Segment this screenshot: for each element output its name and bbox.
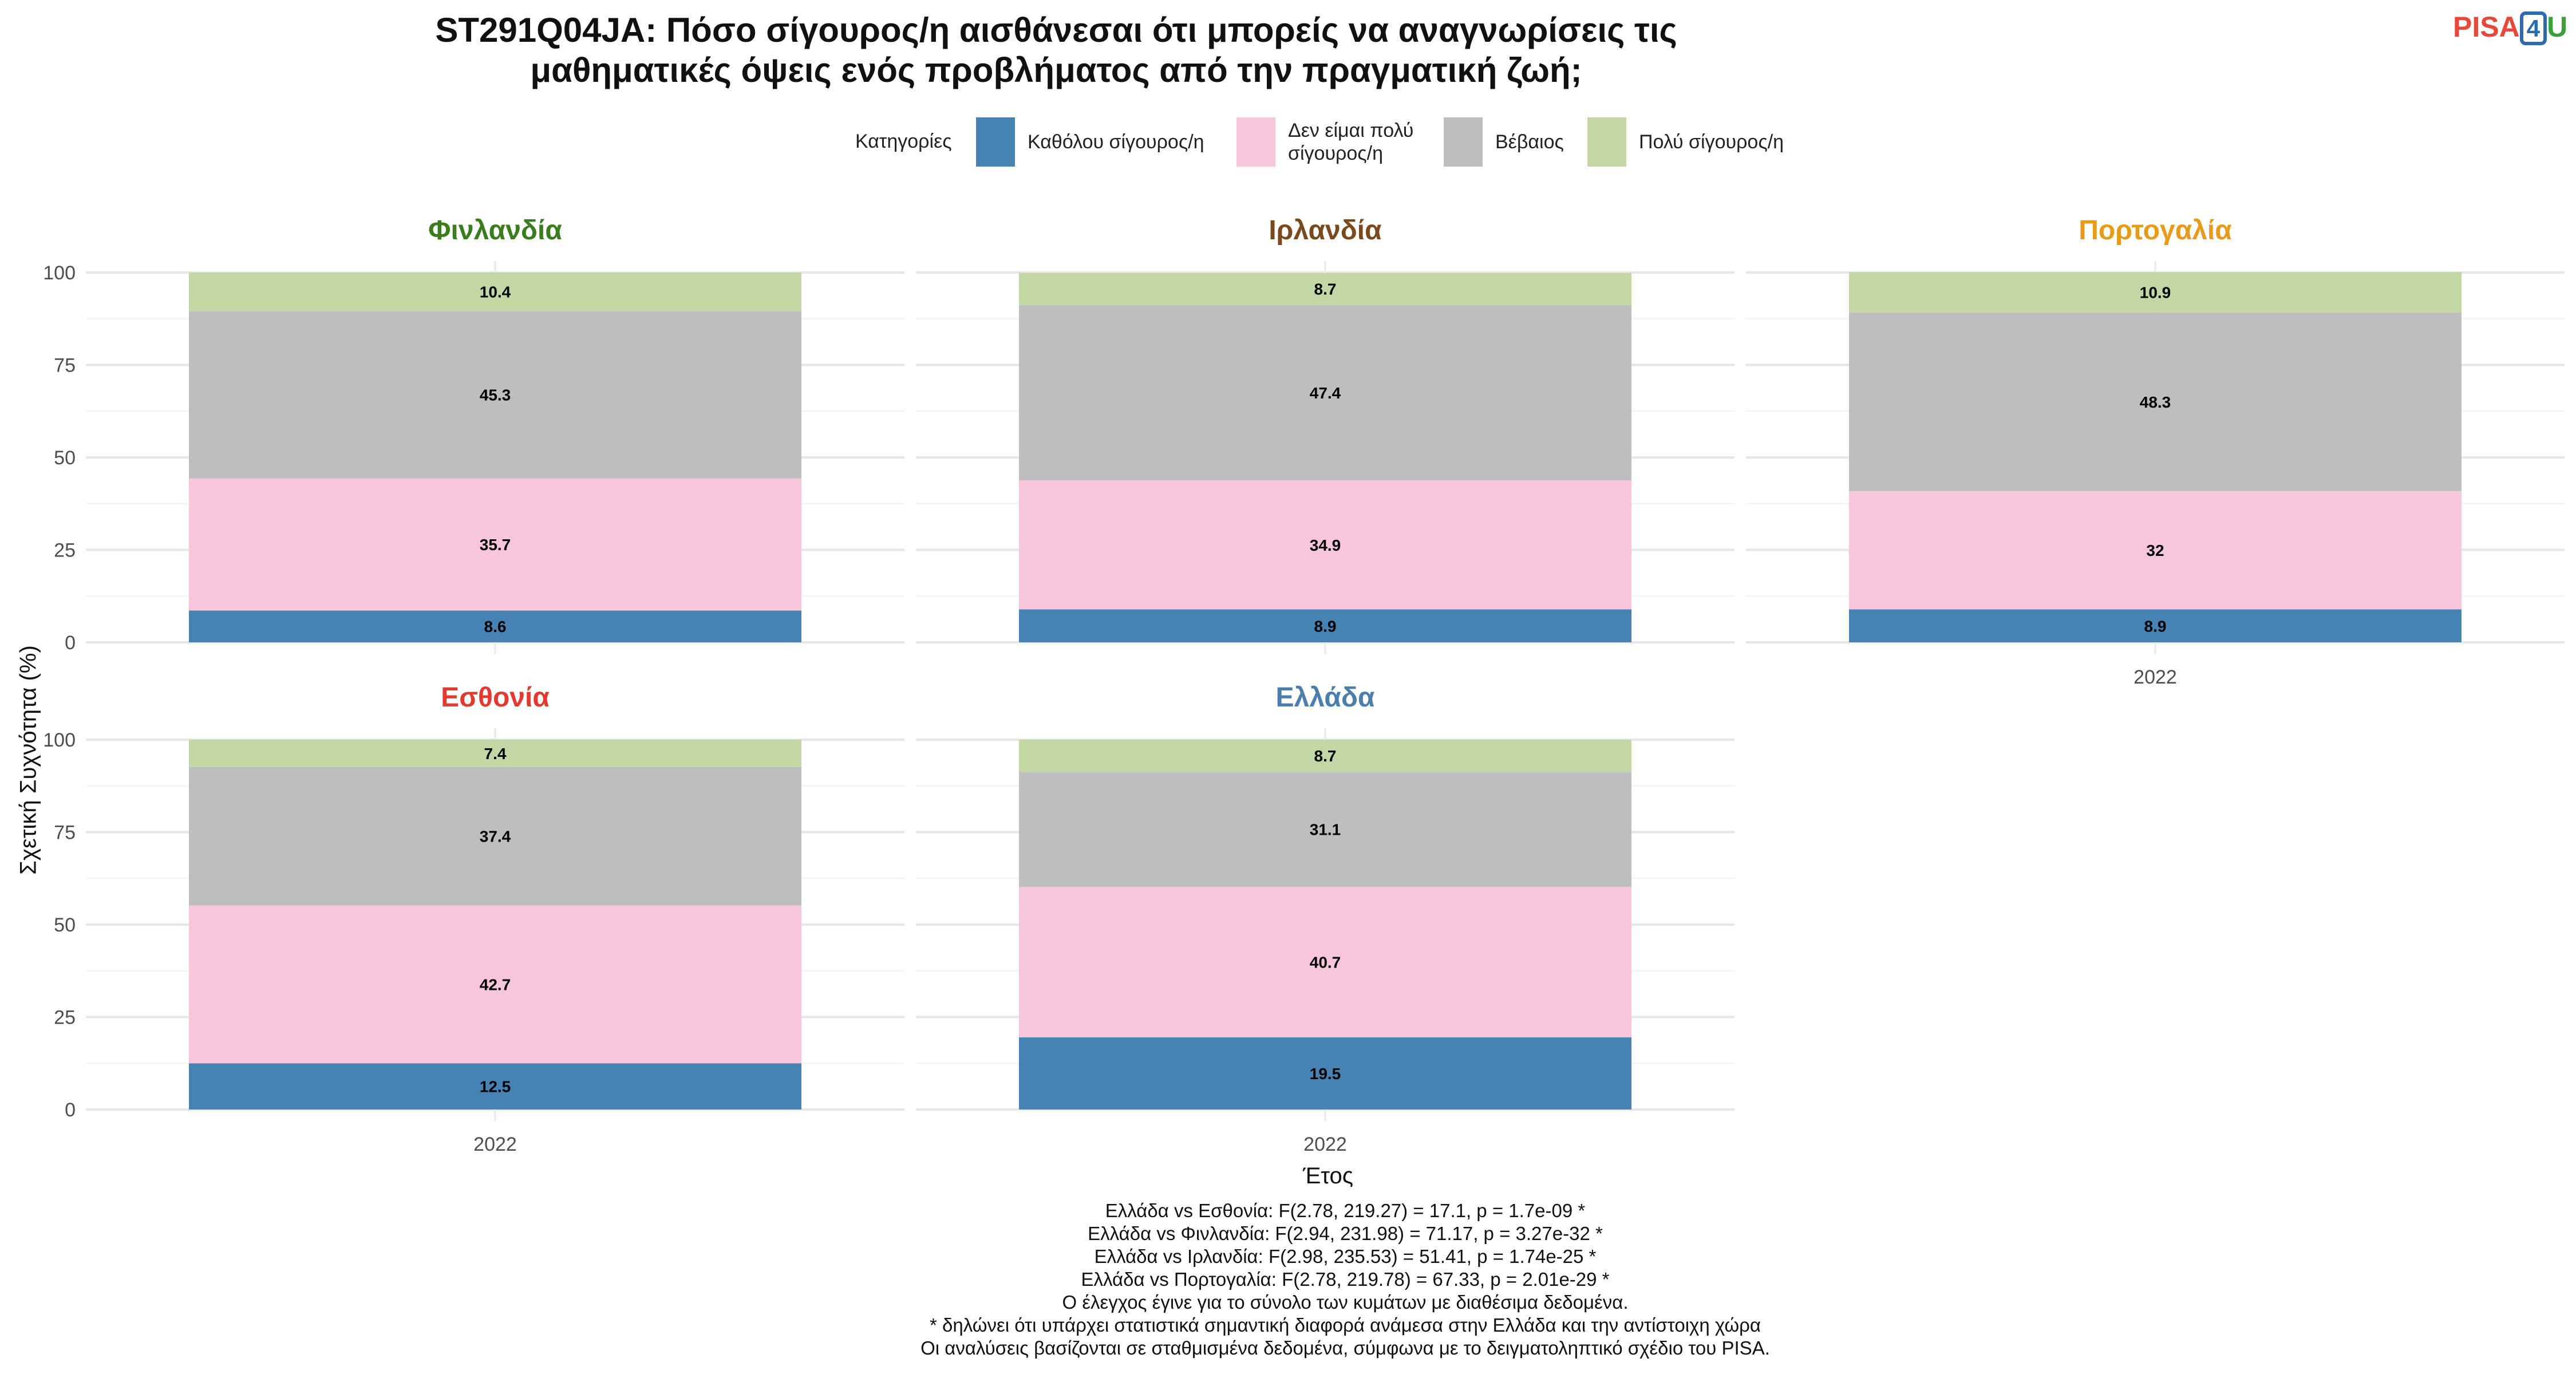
panel-0-data-label-2: 45.3 bbox=[480, 386, 511, 404]
panel-1-title: Ιρλανδία bbox=[1269, 215, 1382, 246]
panel-3-data-label-2: 37.4 bbox=[480, 828, 511, 846]
panel-0-data-label-0: 8.6 bbox=[484, 618, 507, 635]
panel-1-bar-segment-1 bbox=[1019, 480, 1631, 610]
panel-2-bar-segment-3 bbox=[1849, 272, 2462, 313]
chart-title-line1: ST291Q04JA: Πόσο σίγουρος/η αισθάνεσαι ό… bbox=[435, 11, 1677, 49]
panel-2-x-tick-label: 2022 bbox=[2134, 666, 2177, 688]
panel-1-data-label-0: 8.9 bbox=[1314, 617, 1337, 635]
panel-2-bar-segment-0 bbox=[1849, 609, 2462, 642]
legend-title: Κατηγορίες bbox=[855, 131, 952, 152]
panel-1-bar-segment-3 bbox=[1019, 273, 1631, 305]
panel-3-y-tick-label: 75 bbox=[54, 822, 76, 844]
footnote-ireland: Ελλάδα vs Ιρλανδία: F(2.98, 235.53) = 51… bbox=[1094, 1246, 1597, 1267]
panel-0-y-tick-label: 75 bbox=[54, 355, 76, 377]
panel-3-bar-segment-1 bbox=[189, 905, 801, 1064]
panel-0-y-tick-label: 100 bbox=[43, 262, 76, 284]
panel-0-y-tick-label: 0 bbox=[65, 632, 76, 654]
panel-3-y-tick-label: 0 bbox=[65, 1099, 76, 1121]
plot-area: 0 25 50 75 100 Φινλανδία 8.6 35.7 45.3 10.4 Ιρλανδ… bbox=[43, 215, 2565, 1155]
panel-3-bar-segment-0 bbox=[189, 1063, 801, 1110]
footnote-portugal: Ελλάδα vs Πορτογαλία: F(2.78, 219.78) = … bbox=[1081, 1269, 1610, 1290]
y-axis-title: Σχετική Συχνότητα (%) bbox=[15, 645, 41, 875]
legend-key-confident bbox=[1444, 117, 1483, 167]
panel-4-data-label-1: 40.7 bbox=[1310, 954, 1341, 972]
panel-2-bar-segment-1 bbox=[1849, 491, 2462, 610]
panel-0-y-tick-label: 25 bbox=[54, 540, 76, 562]
x-axis-title: Έτος bbox=[1302, 1163, 1354, 1189]
pisa4u-logo: PISA 4 U bbox=[2453, 10, 2568, 45]
panel-0-bar-segment-2 bbox=[189, 311, 801, 479]
panel-0-y-tick-label: 50 bbox=[54, 447, 76, 469]
legend-label-not-at-all: Καθόλου σίγουρος/η bbox=[1028, 131, 1204, 153]
panel-0-bar-segment-1 bbox=[189, 478, 801, 611]
panel-0-title: Φινλανδία bbox=[428, 215, 562, 246]
panel-2-title: Πορτογαλία bbox=[2079, 215, 2232, 246]
panel-4-bar-segment-1 bbox=[1019, 887, 1631, 1038]
panel-3-data-label-0: 12.5 bbox=[480, 1078, 511, 1096]
panel-1-data-label-3: 8.7 bbox=[1314, 281, 1337, 298]
legend-label-very-confident: Πολύ σίγουρος/η bbox=[1639, 131, 1784, 153]
panel-3-x-tick-label: 2022 bbox=[473, 1134, 517, 1155]
footnotes: Ελλάδα vs Εσθονία: F(2.78, 219.27) = 17.… bbox=[744, 1199, 1946, 1360]
legend-key-not-at-all bbox=[976, 117, 1015, 167]
panel-1-data-label-2: 47.4 bbox=[1310, 384, 1341, 402]
panel-4-bar-segment-0 bbox=[1019, 1037, 1631, 1110]
panel-1-bar-segment-2 bbox=[1019, 305, 1631, 481]
footnote-estonia: Ελλάδα vs Εσθονία: F(2.78, 219.27) = 17.… bbox=[1105, 1200, 1586, 1221]
footnote-test-note: Ο έλεγχος έγινε για το σύνολο των κυμάτω… bbox=[1062, 1292, 1629, 1313]
panel-0-bar-segment-3 bbox=[189, 273, 801, 311]
logo-text-pisa: PISA bbox=[2453, 11, 2520, 43]
footnote-asterisk-note: * δηλώνει ότι υπάρχει στατιστικά σημαντι… bbox=[930, 1314, 1761, 1336]
panel-0-bar-segment-0 bbox=[189, 610, 801, 642]
panel-3-y-tick-label: 25 bbox=[54, 1007, 76, 1029]
panel-0-data-label-3: 10.4 bbox=[480, 283, 511, 301]
footnote-weights-note: Οι αναλύσεις βασίζονται σε σταθμισμένα δ… bbox=[920, 1337, 1770, 1359]
panel-4-title: Ελλάδα bbox=[1276, 682, 1375, 713]
footnote-finland: Ελλάδα vs Φινλανδία: F(2.94, 231.98) = 7… bbox=[1088, 1223, 1603, 1244]
panel-3-bar-segment-3 bbox=[189, 740, 801, 767]
panel-1-bar-segment-0 bbox=[1019, 609, 1631, 642]
panel-3-bar-segment-2 bbox=[189, 767, 801, 906]
panel-2-data-label-3: 10.9 bbox=[2140, 284, 2171, 302]
panel-3-title: Εσθονία bbox=[441, 682, 550, 713]
legend-key-very-confident bbox=[1587, 117, 1626, 167]
panel-0-data-label-1: 35.7 bbox=[480, 536, 511, 554]
panel-3-y-tick-label: 50 bbox=[54, 914, 76, 936]
panel-4-data-label-2: 31.1 bbox=[1310, 821, 1341, 839]
legend-label-confident: Βέβαιος bbox=[1495, 131, 1564, 153]
panel-4-bar-segment-3 bbox=[1019, 740, 1631, 772]
logo-text-four: 4 bbox=[2519, 11, 2547, 45]
panel-1-data-label-1: 34.9 bbox=[1310, 536, 1341, 554]
panel-2-data-label-0: 8.9 bbox=[2144, 617, 2167, 635]
panel-3-data-label-1: 42.7 bbox=[480, 976, 511, 993]
legend-label-not-very: Δεν είμαι πολύ σίγουρος/η bbox=[1288, 120, 1414, 164]
legend-key-not-very bbox=[1236, 117, 1275, 167]
panel-2-data-label-1: 32 bbox=[2146, 542, 2164, 559]
panel-4-data-label-3: 8.7 bbox=[1314, 747, 1337, 765]
panel-4-data-label-0: 19.5 bbox=[1310, 1065, 1341, 1083]
chart-title-line2: μαθηματικές όψεις ενός προβλήματος από τ… bbox=[530, 51, 1582, 89]
panel-2-bar-segment-2 bbox=[1849, 312, 2462, 491]
panel-3-data-label-3: 7.4 bbox=[484, 745, 507, 763]
panel-3-y-tick-label: 100 bbox=[43, 729, 76, 751]
panel-2-data-label-2: 48.3 bbox=[2140, 393, 2171, 411]
logo-text-u: U bbox=[2547, 11, 2568, 43]
panel-4-bar-segment-2 bbox=[1019, 772, 1631, 887]
panel-4-x-tick-label: 2022 bbox=[1303, 1134, 1347, 1155]
